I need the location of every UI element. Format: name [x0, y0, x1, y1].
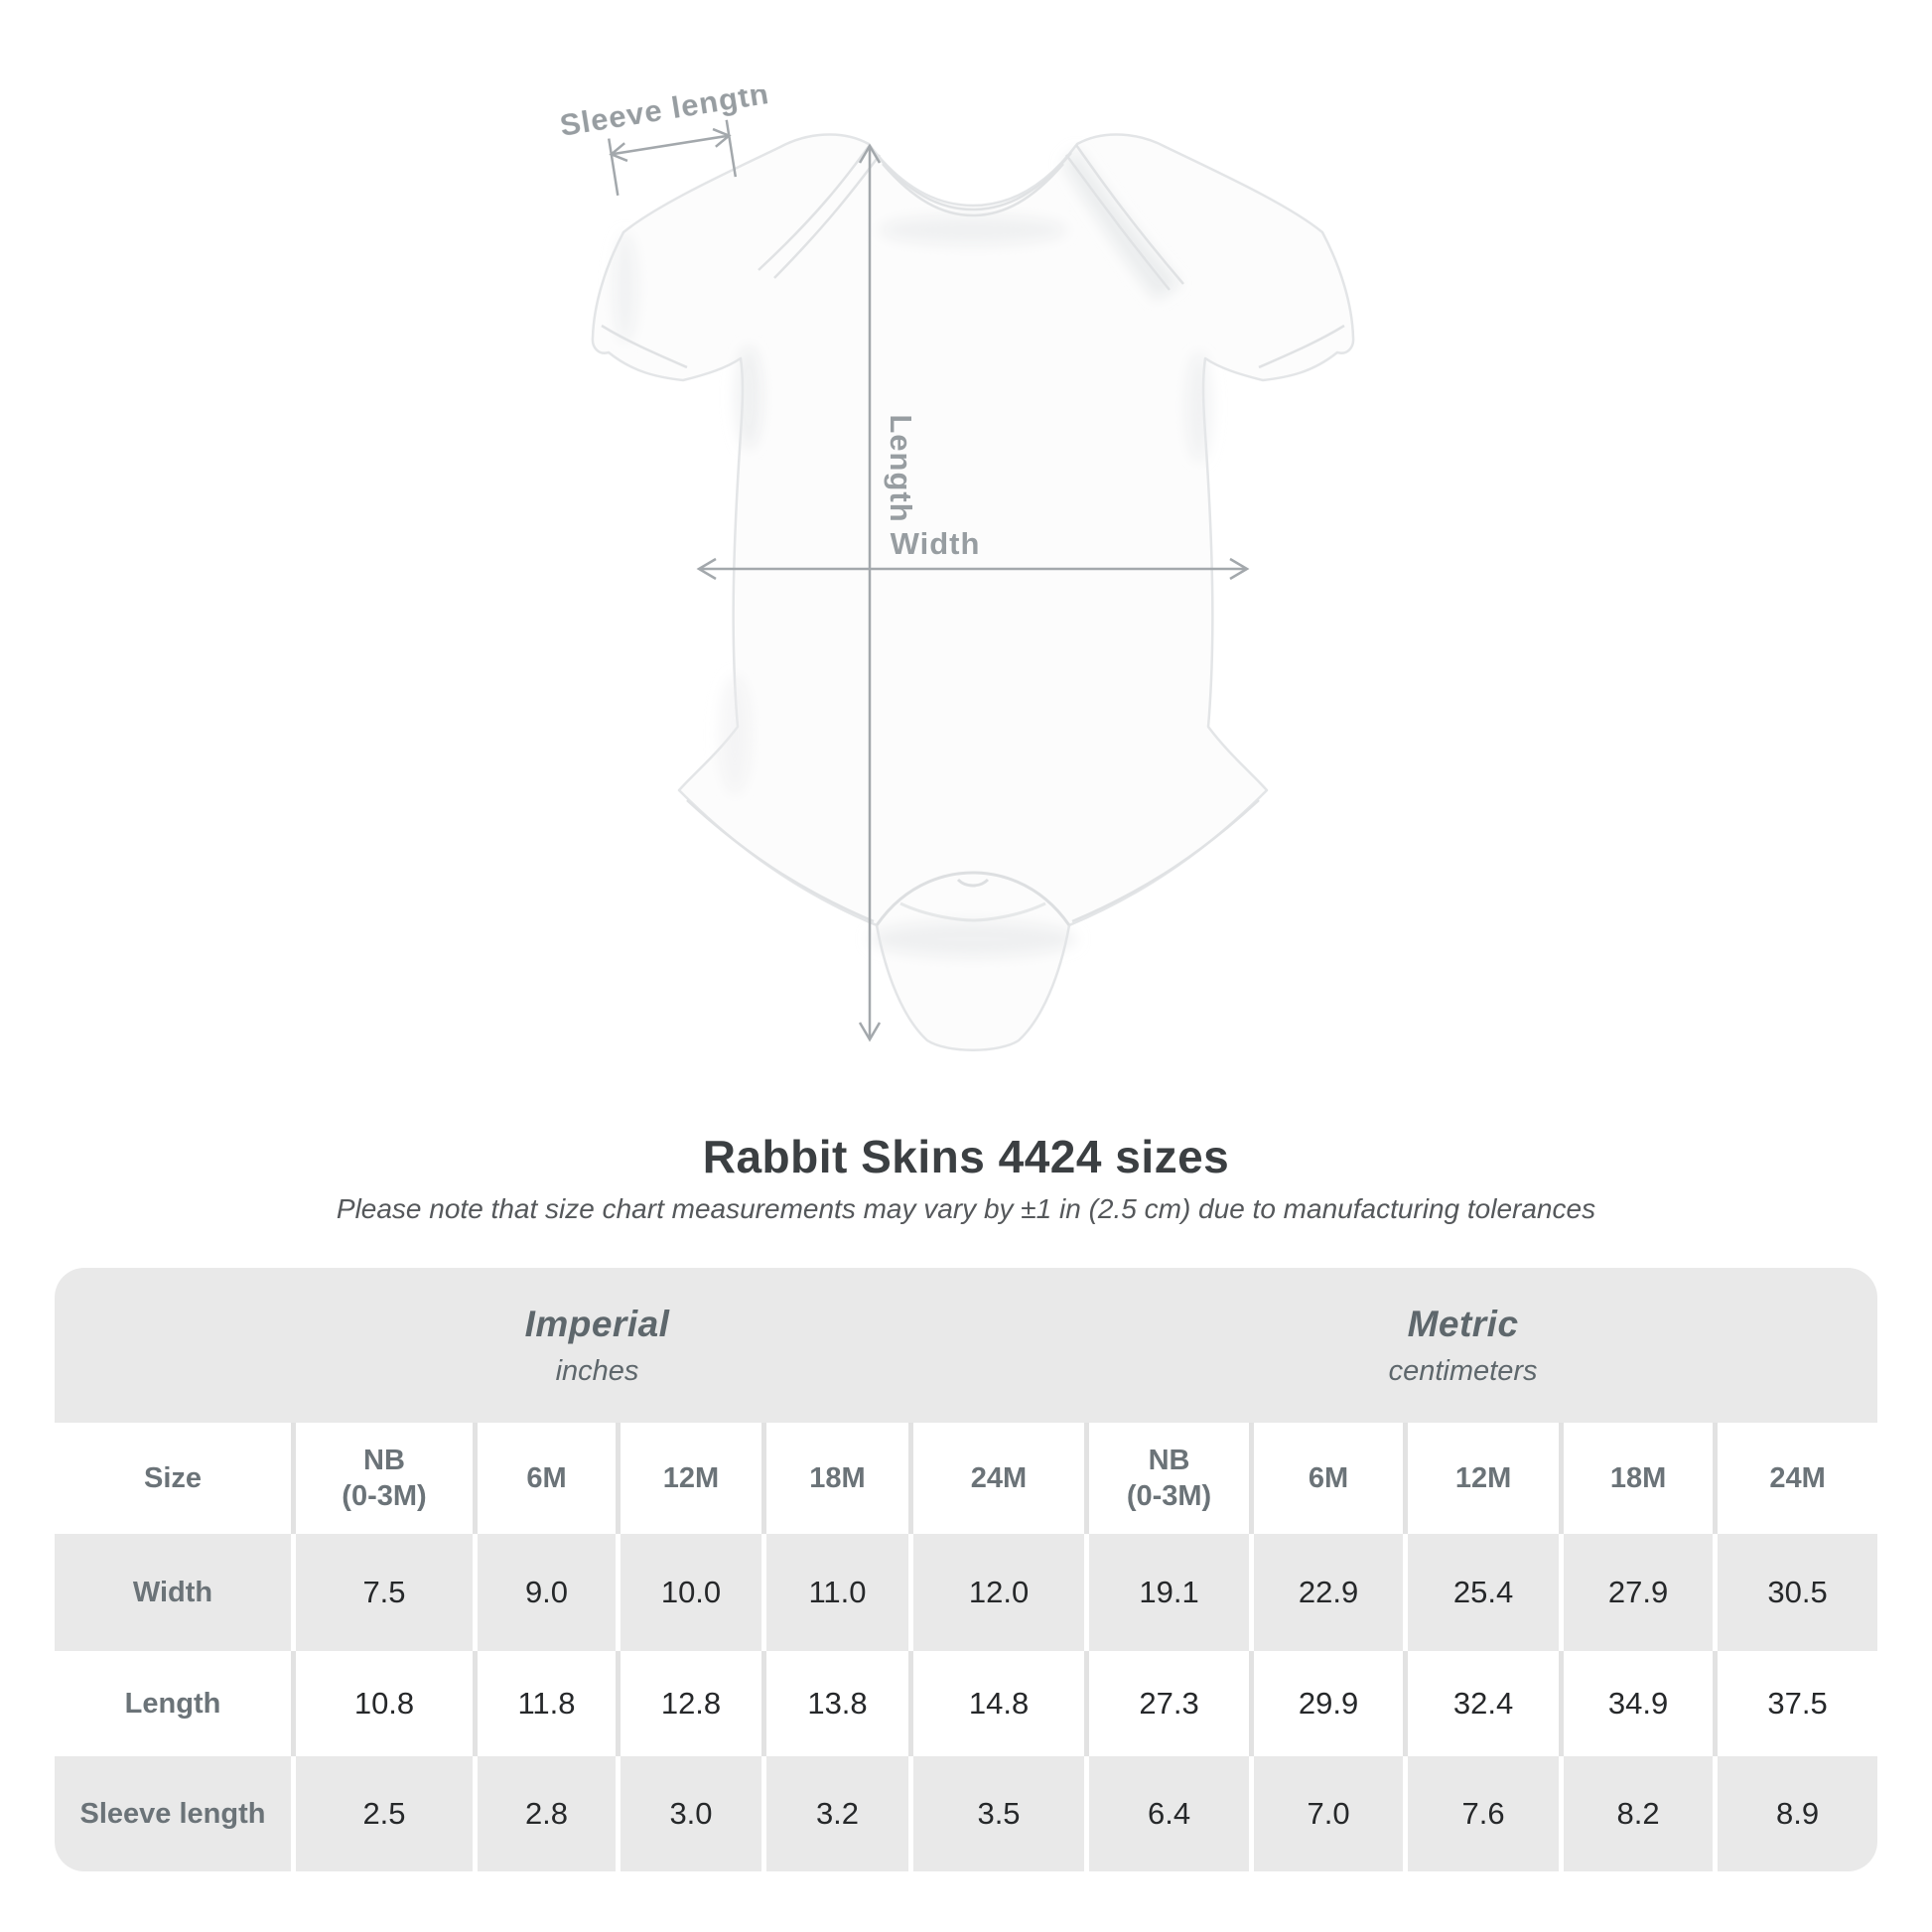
length-nb-imperial: 10.8	[291, 1651, 473, 1756]
leg-hem-bindings	[686, 799, 1260, 923]
width-24m-metric: 30.5	[1713, 1534, 1877, 1651]
imperial-group-unit: inches	[555, 1354, 639, 1387]
size-header-line2: (0-3M)	[1126, 1480, 1212, 1512]
length-24m-imperial: 14.8	[908, 1651, 1085, 1756]
size-header-18m-metric: 18M	[1559, 1423, 1714, 1534]
width-nb-imperial: 7.5	[291, 1534, 473, 1651]
sleeve-nb-metric: 6.4	[1084, 1756, 1250, 1871]
size-header-line1: NB	[1148, 1444, 1190, 1476]
sleeve-12m-metric: 7.6	[1403, 1756, 1560, 1871]
length-24m-metric: 37.5	[1713, 1651, 1877, 1756]
size-header-line1: NB	[363, 1444, 405, 1476]
sleeve-cuff-seams	[601, 324, 1345, 369]
size-header-nb-metric: NB (0-3M)	[1084, 1423, 1250, 1534]
size-header-24m-metric: 24M	[1713, 1423, 1877, 1534]
width-18m-metric: 27.9	[1559, 1534, 1714, 1651]
size-table-card: Imperial inches Metric centimeters Size …	[55, 1268, 1877, 1871]
width-24m-imperial: 12.0	[908, 1534, 1085, 1651]
size-header-nb-imperial: NB (0-3M)	[291, 1423, 473, 1534]
width-nb-metric: 19.1	[1084, 1534, 1250, 1651]
crotch-flap-seam	[875, 871, 1071, 926]
imperial-group-header: Imperial inches	[55, 1268, 1085, 1423]
length-dimension-line	[858, 143, 882, 1042]
length-12m-imperial: 12.8	[616, 1651, 761, 1756]
width-18m-imperial: 11.0	[761, 1534, 908, 1651]
metric-group-name: Metric	[1407, 1303, 1519, 1344]
width-6m-metric: 22.9	[1249, 1534, 1404, 1651]
length-18m-imperial: 13.8	[761, 1651, 908, 1756]
sleeve-length-label: Sleeve length	[557, 89, 771, 143]
sleeve-6m-imperial: 2.8	[473, 1756, 616, 1871]
length-6m-metric: 29.9	[1249, 1651, 1404, 1756]
length-nb-metric: 27.3	[1084, 1651, 1250, 1756]
length-18m-metric: 34.9	[1559, 1651, 1714, 1756]
width-6m-imperial: 9.0	[473, 1534, 616, 1651]
sleeve-6m-metric: 7.0	[1249, 1756, 1404, 1871]
row-label-sleeve-length: Sleeve length	[55, 1756, 291, 1871]
size-header-12m-imperial: 12M	[616, 1423, 761, 1534]
page-title: Rabbit Skins 4424 sizes	[702, 1131, 1230, 1182]
table-row-width: Width 7.5 9.0 10.0 11.0 12.0 19.1 22.9 2…	[55, 1534, 1877, 1651]
length-12m-metric: 32.4	[1403, 1651, 1560, 1756]
row-label-length: Length	[55, 1651, 291, 1756]
onesie-diagram-svg: Sleeve length Length Width	[557, 89, 1355, 1051]
onesie-body	[591, 133, 1355, 1051]
size-header-line2: (0-3M)	[342, 1480, 427, 1512]
neckline-ribbing	[874, 152, 1072, 217]
width-label: Width	[891, 526, 981, 561]
sleeve-18m-metric: 8.2	[1559, 1756, 1714, 1871]
size-table: Imperial inches Metric centimeters Size …	[55, 1268, 1877, 1871]
metric-group-header: Metric centimeters	[1084, 1268, 1877, 1423]
table-row-sleeve-length: Sleeve length 2.5 2.8 3.0 3.2 3.5 6.4 7.…	[55, 1756, 1877, 1871]
size-header-6m-metric: 6M	[1249, 1423, 1404, 1534]
width-dimension-line	[696, 557, 1250, 581]
sleeve-dimension-line	[608, 119, 738, 197]
envelope-shoulder-folds	[758, 144, 1184, 291]
fabric-shading	[614, 149, 1212, 957]
sleeve-24m-imperial: 3.5	[908, 1756, 1085, 1871]
size-header-12m-metric: 12M	[1403, 1423, 1560, 1534]
tolerance-note: Please note that size chart measurements…	[336, 1193, 1596, 1224]
size-header-row: Size NB (0-3M) 6M 12M 18M 24M NB (0-3M) …	[55, 1423, 1877, 1534]
onesie-measurement-diagram: Sleeve length Length Width	[536, 89, 1410, 1092]
imperial-group-name: Imperial	[524, 1303, 670, 1344]
sleeve-18m-imperial: 3.2	[761, 1756, 908, 1871]
measurement-annotations	[608, 119, 1250, 1042]
length-label: Length	[884, 414, 918, 522]
size-header-6m-imperial: 6M	[473, 1423, 616, 1534]
unit-group-row: Imperial inches Metric centimeters	[55, 1268, 1877, 1423]
width-12m-metric: 25.4	[1403, 1534, 1560, 1651]
table-row-length: Length 10.8 11.8 12.8 13.8 14.8 27.3 29.…	[55, 1651, 1877, 1756]
size-header-18m-imperial: 18M	[761, 1423, 908, 1534]
corner-header-size: Size	[55, 1423, 291, 1534]
metric-group-unit: centimeters	[1388, 1354, 1538, 1387]
sleeve-nb-imperial: 2.5	[291, 1756, 473, 1871]
row-label-width: Width	[55, 1534, 291, 1651]
sleeve-12m-imperial: 3.0	[616, 1756, 761, 1871]
width-12m-imperial: 10.0	[616, 1534, 761, 1651]
length-6m-imperial: 11.8	[473, 1651, 616, 1756]
size-header-24m-imperial: 24M	[908, 1423, 1085, 1534]
sleeve-24m-metric: 8.9	[1713, 1756, 1877, 1871]
